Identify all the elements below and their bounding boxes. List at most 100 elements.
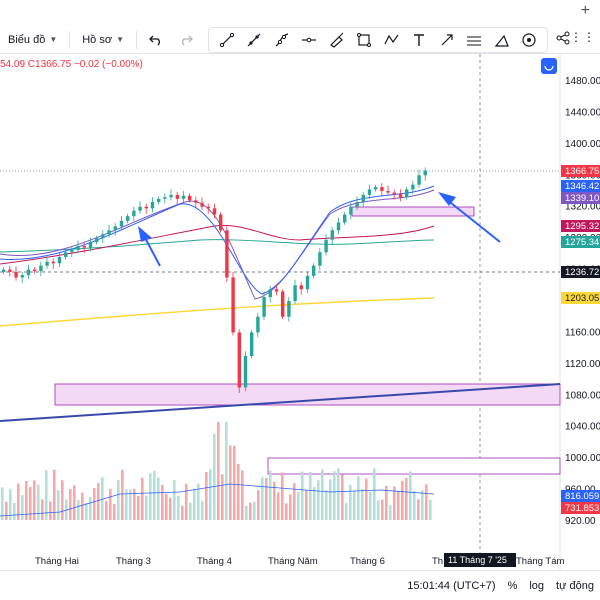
candle-body <box>113 226 117 231</box>
volume-bar <box>385 485 388 520</box>
candle-body <box>312 265 316 276</box>
volume-bar <box>257 490 260 520</box>
volume-bar <box>69 489 72 520</box>
candle-body <box>237 332 241 388</box>
volume-bar <box>365 478 368 520</box>
extended-line-icon[interactable] <box>271 29 293 51</box>
price-badge-label: 1346.42 <box>565 181 599 192</box>
candle-body <box>163 197 167 199</box>
candle-body <box>423 170 427 176</box>
volume-bar <box>45 470 48 520</box>
profile-menu-button[interactable]: Hồ sơ ▼ <box>74 29 132 51</box>
volume-bar <box>393 486 396 520</box>
price-axis[interactable] <box>560 54 600 570</box>
volume-bar <box>149 473 152 520</box>
candle-body <box>57 257 62 264</box>
volume-bar <box>425 484 428 520</box>
candle-body <box>231 277 235 333</box>
path-icon[interactable] <box>381 29 403 51</box>
candle-body <box>324 239 328 253</box>
resistance-zone[interactable] <box>351 206 475 217</box>
volume-bar <box>153 470 156 520</box>
volume-zone[interactable] <box>267 457 561 475</box>
price-badge-label: 816.059 <box>565 491 599 502</box>
volume-bar <box>37 484 40 520</box>
brush-icon[interactable] <box>326 29 348 51</box>
volume-bar <box>209 469 212 520</box>
ray-icon[interactable] <box>243 29 265 51</box>
volume-bar <box>17 483 20 520</box>
volume-bar <box>381 499 384 520</box>
annotation-arrow-right[interactable] <box>438 192 501 243</box>
volume-bar <box>277 492 280 520</box>
price-chart[interactable]: 1480.001440.001400.001360.001320.001280.… <box>0 54 600 570</box>
volume-bar <box>293 483 296 520</box>
horizontal-line-icon[interactable] <box>298 29 320 51</box>
ma-crimson-line <box>0 224 435 265</box>
price-badge: 1366.75 <box>561 165 600 177</box>
price-tick-label: 1440.00 <box>565 107 600 118</box>
trend-line-icon[interactable] <box>216 29 238 51</box>
log-scale-button[interactable]: log <box>529 579 545 592</box>
volume-bar <box>245 505 248 520</box>
candle-body <box>88 242 93 248</box>
support-zone[interactable] <box>54 383 561 406</box>
more-menu-icon[interactable]: ⋮⋮ <box>570 30 596 44</box>
volume-bar <box>57 490 60 520</box>
candle-body <box>243 356 248 388</box>
volume-bar <box>85 502 88 520</box>
price-badge-label: 731.853 <box>565 503 599 514</box>
price-badge-label: 1203.05 <box>565 293 599 304</box>
rectangle-icon[interactable] <box>353 29 375 51</box>
text-icon[interactable] <box>408 29 430 51</box>
candle-body <box>188 195 192 201</box>
trend-line[interactable] <box>0 383 561 422</box>
arrow-icon[interactable] <box>436 29 458 51</box>
candle-body <box>287 301 291 317</box>
volume-bar <box>341 474 344 520</box>
price-tick-label: 1120.00 <box>565 359 600 370</box>
volume-bar <box>305 489 308 520</box>
volume-bar <box>61 480 64 520</box>
clock-display[interactable]: 15:01:44 (UTC+7) <box>407 579 496 592</box>
candle-body <box>386 191 390 193</box>
candle-body <box>398 194 403 198</box>
volume-bar <box>237 463 240 520</box>
redo-button[interactable] <box>171 29 201 51</box>
candle-body <box>144 206 148 209</box>
drawing-toolbar <box>208 27 548 53</box>
undo-button[interactable] <box>141 29 171 51</box>
price-badge-label: 1275.34 <box>565 237 599 248</box>
parallel-channel-icon[interactable] <box>463 29 485 51</box>
volume-bar <box>217 421 220 520</box>
volume-bar <box>281 472 284 520</box>
volume-bar <box>105 500 108 520</box>
visibility-icon[interactable] <box>518 29 540 51</box>
volume-bar <box>137 495 140 520</box>
new-tab-button[interactable]: + <box>580 2 590 19</box>
volume-bar <box>141 477 144 520</box>
volume-bar <box>285 503 288 520</box>
arc-icon[interactable] <box>491 29 513 51</box>
chart-settings-button[interactable] <box>541 58 557 74</box>
volume-bar <box>337 468 340 520</box>
ma-yellow-line <box>0 297 435 327</box>
candle-body <box>119 220 124 227</box>
volume-bar <box>373 468 376 520</box>
candle-body <box>150 202 155 209</box>
candle-body <box>212 208 217 215</box>
candle-body <box>299 285 303 290</box>
chart-menu-button[interactable]: Biểu đồ ▼ <box>0 29 65 51</box>
candle-body <box>169 194 173 198</box>
candle-body <box>20 275 24 278</box>
divider <box>69 30 71 49</box>
chevron-down-icon: ▼ <box>49 35 58 44</box>
candle-body <box>367 189 372 195</box>
annotation-arrow-left[interactable] <box>138 226 161 267</box>
candle-body <box>70 249 74 253</box>
share-icon[interactable] <box>556 31 570 50</box>
volume-bar <box>213 433 216 520</box>
percent-scale-button[interactable]: % <box>507 579 518 592</box>
price-badge: 1339.10 <box>561 192 600 204</box>
auto-scale-button[interactable]: tự động <box>556 579 594 592</box>
